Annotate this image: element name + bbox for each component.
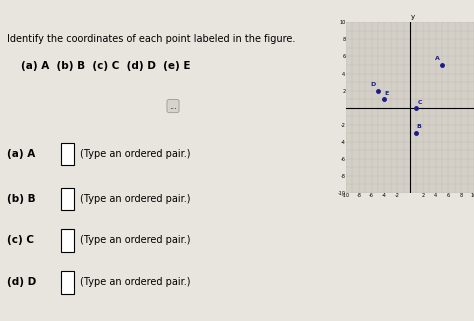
Text: E: E bbox=[385, 91, 389, 97]
FancyBboxPatch shape bbox=[61, 187, 74, 210]
Text: Identify the coordinates of each point labeled in the figure.: Identify the coordinates of each point l… bbox=[7, 34, 295, 44]
FancyBboxPatch shape bbox=[61, 143, 74, 165]
Text: (Type an ordered pair.): (Type an ordered pair.) bbox=[80, 235, 190, 245]
Text: (Type an ordered pair.): (Type an ordered pair.) bbox=[80, 194, 190, 204]
Text: (a) A  (b) B  (c) C  (d) D  (e) E: (a) A (b) B (c) C (d) D (e) E bbox=[21, 61, 190, 71]
Text: (c) C: (c) C bbox=[7, 235, 34, 245]
Text: B: B bbox=[416, 124, 421, 129]
FancyBboxPatch shape bbox=[61, 229, 74, 252]
Text: (b) B: (b) B bbox=[7, 194, 36, 204]
Text: (a) A: (a) A bbox=[7, 149, 35, 159]
FancyBboxPatch shape bbox=[61, 271, 74, 293]
Text: ...: ... bbox=[169, 101, 177, 110]
Text: y: y bbox=[411, 13, 415, 20]
Text: D: D bbox=[370, 82, 375, 87]
Text: (Type an ordered pair.): (Type an ordered pair.) bbox=[80, 277, 190, 287]
Text: C: C bbox=[418, 100, 422, 105]
Text: (d) D: (d) D bbox=[7, 277, 36, 287]
Text: A: A bbox=[435, 56, 440, 61]
Text: (Type an ordered pair.): (Type an ordered pair.) bbox=[80, 149, 190, 159]
